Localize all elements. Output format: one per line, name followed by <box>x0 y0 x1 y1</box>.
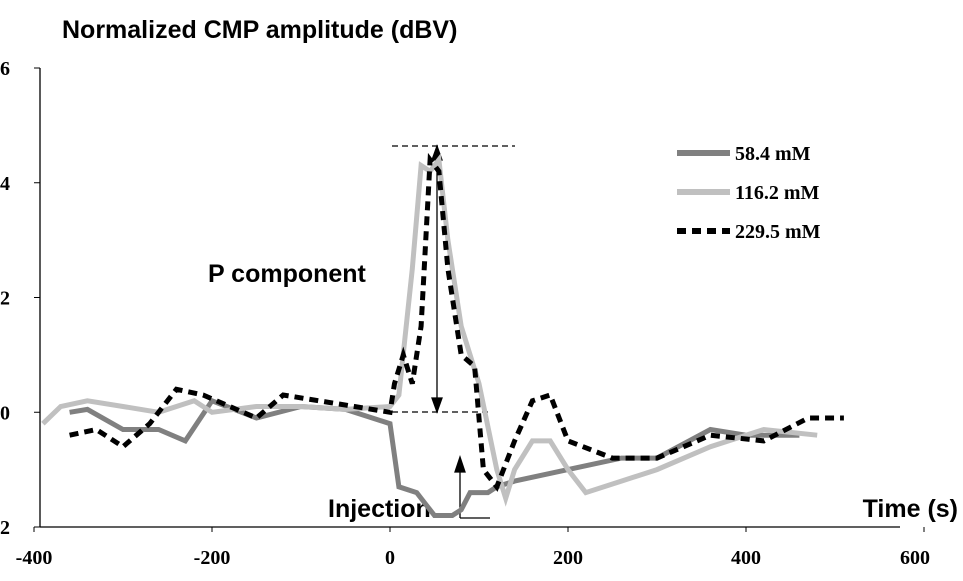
annotation: Injection <box>328 495 431 523</box>
annotation: P component <box>208 260 367 288</box>
x-tick-label: 400 <box>731 547 761 569</box>
legend-label: 229.5 mM <box>735 221 821 243</box>
series-line <box>41 153 818 507</box>
x-tick-label: 200 <box>553 547 583 569</box>
series-line <box>69 152 844 492</box>
series-line <box>69 397 800 518</box>
legend-label: 116.2 mM <box>735 182 820 204</box>
x-tick-label: -200 <box>194 547 231 569</box>
chart-title: Normalized CMP amplitude (dBV) <box>62 16 457 44</box>
y-tick-label: 6 <box>0 58 10 80</box>
x-tick-label: 0 <box>385 547 395 569</box>
y-tick-label: -2 <box>0 517 10 539</box>
y-tick-label: 4 <box>0 173 10 195</box>
y-tick-label: 0 <box>0 402 10 424</box>
x-tick-label: -400 <box>16 547 53 569</box>
y-tick-label: 2 <box>0 288 10 310</box>
x-tick-label: 600 <box>900 547 930 569</box>
x-axis-label: Time (s) <box>863 495 958 523</box>
legend-label: 58.4 mM <box>735 143 811 165</box>
